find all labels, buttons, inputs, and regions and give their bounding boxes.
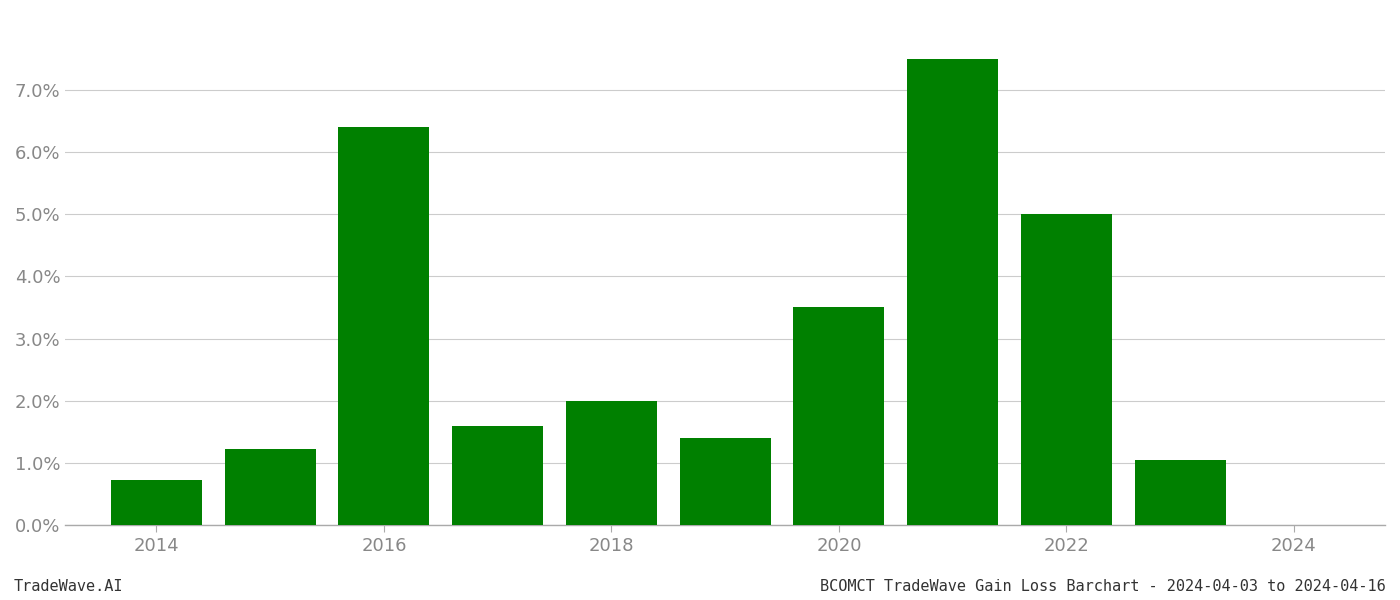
Bar: [907, 59, 998, 525]
Bar: [1021, 214, 1112, 525]
Bar: [339, 127, 430, 525]
Bar: [225, 449, 316, 525]
Bar: [680, 438, 771, 525]
Bar: [452, 425, 543, 525]
Bar: [794, 307, 885, 525]
Bar: [111, 481, 202, 525]
Text: BCOMCT TradeWave Gain Loss Barchart - 2024-04-03 to 2024-04-16: BCOMCT TradeWave Gain Loss Barchart - 20…: [820, 579, 1386, 594]
Text: TradeWave.AI: TradeWave.AI: [14, 579, 123, 594]
Bar: [1135, 460, 1226, 525]
Bar: [566, 401, 657, 525]
